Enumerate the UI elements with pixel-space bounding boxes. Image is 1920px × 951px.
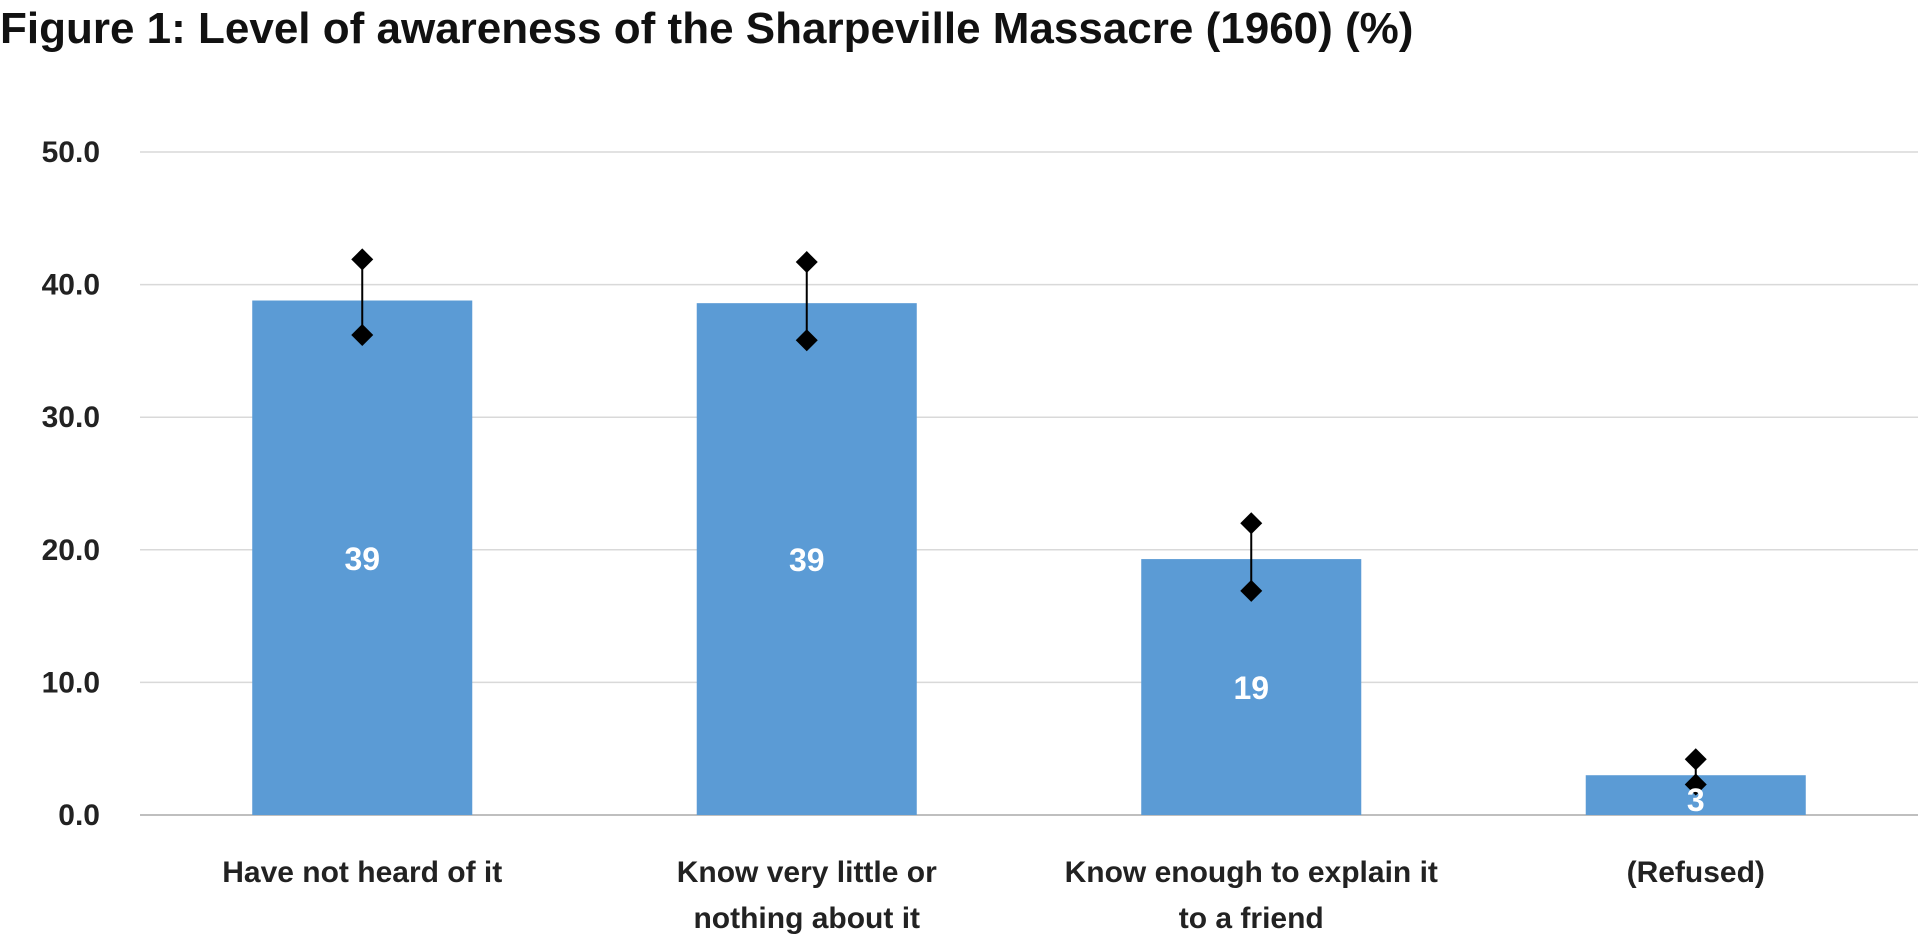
category-label: (Refused): [1627, 856, 1765, 889]
data-label: 3: [1687, 782, 1705, 818]
error-bar-low-marker: [795, 329, 818, 352]
y-tick-label: 0.0: [58, 799, 100, 832]
data-label: 39: [344, 541, 380, 577]
y-tick-label: 20.0: [42, 534, 100, 567]
y-tick-label: 50.0: [42, 136, 100, 169]
error-bar-low-marker: [1684, 773, 1707, 796]
error-bar-high-marker: [1684, 748, 1707, 771]
category-label: nothing about it: [693, 902, 920, 935]
y-tick-label: 40.0: [42, 269, 100, 302]
data-label: 19: [1233, 670, 1269, 706]
chart-title: Figure 1: Level of awareness of the Shar…: [0, 4, 1414, 53]
data-labels: 39 39 19 3: [344, 541, 1704, 818]
category-label: Know very little or: [677, 856, 937, 889]
category-label: Know enough to explain it: [1065, 856, 1438, 889]
y-tick-label: 30.0: [42, 401, 100, 434]
y-tick-label: 10.0: [42, 666, 100, 699]
error-bar-high-marker: [795, 251, 818, 274]
error-bar-high-marker: [351, 248, 374, 271]
category-label: to a friend: [1179, 902, 1324, 935]
data-label: 39: [789, 542, 825, 578]
bar: [696, 303, 917, 815]
error-bar-high-marker: [1240, 512, 1263, 535]
bars: [252, 300, 1806, 816]
error-bar-low-marker: [1240, 579, 1263, 602]
error-bar-low-marker: [351, 323, 374, 346]
y-axis: 0.0 10.0 20.0 30.0 40.0 50.0: [42, 136, 100, 832]
x-axis-labels: Have not heard of it Know very little or n…: [222, 856, 1765, 935]
category-label: Have not heard of it: [222, 856, 502, 889]
error-bars: [351, 248, 1707, 796]
bar: [252, 300, 473, 816]
